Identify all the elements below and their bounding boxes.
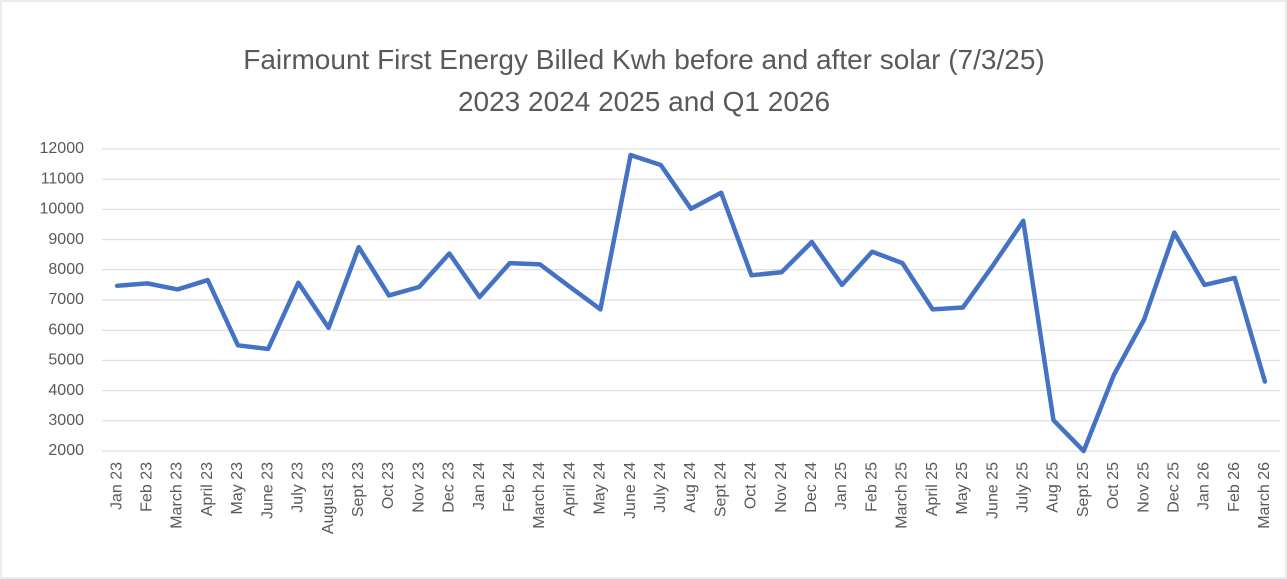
x-tick-label: Nov 24 [773, 462, 790, 513]
x-tick-label: Oct 23 [380, 462, 397, 509]
y-tick-label: 10000 [40, 201, 85, 218]
y-tick-label: 12000 [40, 140, 85, 157]
y-tick-label: 4000 [48, 382, 84, 399]
x-tick-label: April 24 [561, 462, 578, 516]
x-tick-label: March 26 [1256, 462, 1273, 529]
line [114, 152, 1268, 454]
x-tick-label: Sept 24 [712, 462, 729, 517]
x-tick-label: Dec 23 [441, 462, 458, 513]
x-tick-label: Feb 26 [1226, 462, 1243, 512]
y-tick-label: 11000 [41, 170, 84, 187]
y-tick-label: 7000 [48, 291, 84, 308]
x-tick-label: Dec 24 [803, 462, 820, 513]
y-tick-label: 9000 [48, 231, 84, 248]
x-tick-label: Feb 23 [139, 462, 156, 512]
x-tick-label: March 25 [894, 462, 911, 529]
x-tick-label: March 23 [169, 462, 186, 529]
x-tick-label: Aug 25 [1045, 462, 1062, 513]
x-tick-label: June 23 [259, 462, 276, 519]
chart-title: Fairmount First Energy Billed Kwh before… [243, 44, 1044, 75]
x-tick-label: Sept 23 [350, 462, 367, 517]
x-tick-label: Oct 24 [743, 462, 760, 509]
x-tick-label: Aug 24 [682, 462, 699, 513]
x-tick-label: May 23 [229, 462, 246, 515]
x-tick-label: May 25 [954, 462, 971, 515]
x-tick-label: Nov 25 [1135, 462, 1152, 513]
x-tick-label: April 25 [924, 462, 941, 516]
y-tick-label: 6000 [48, 321, 84, 338]
x-tick-label: July 25 [1014, 462, 1031, 513]
x-tick-label: Oct 25 [1105, 462, 1122, 509]
x-tick-label: Dec 25 [1166, 462, 1183, 513]
x-tick-label: August 23 [320, 462, 337, 534]
x-tick-label: Feb 24 [501, 462, 518, 512]
x-tick-label: Nov 23 [410, 462, 427, 513]
x-tick-label: Jan 25 [833, 462, 850, 510]
x-tick-label: April 23 [199, 462, 216, 516]
x-tick-label: July 24 [652, 462, 669, 513]
x-tick-label: Jan 24 [471, 462, 488, 510]
y-tick-label: 2000 [48, 442, 84, 459]
x-tick-label: May 24 [592, 462, 609, 515]
x-tick-label: Jan 26 [1196, 462, 1213, 510]
x-tick-label: July 23 [290, 462, 307, 513]
x-tick-label: June 24 [622, 462, 639, 519]
x-tick-label: Feb 25 [863, 462, 880, 512]
y-tick-label: 3000 [48, 412, 84, 429]
x-tick-label: June 25 [984, 462, 1001, 519]
x-tick-label: Sept 25 [1075, 462, 1092, 517]
y-tick-label: 8000 [48, 261, 84, 278]
x-tick-label: Jan 23 [108, 462, 125, 510]
y-tick-label: 5000 [48, 352, 84, 369]
chart-title: 2023 2024 2025 and Q1 2026 [458, 86, 830, 117]
x-tick-label: March 24 [531, 462, 548, 529]
